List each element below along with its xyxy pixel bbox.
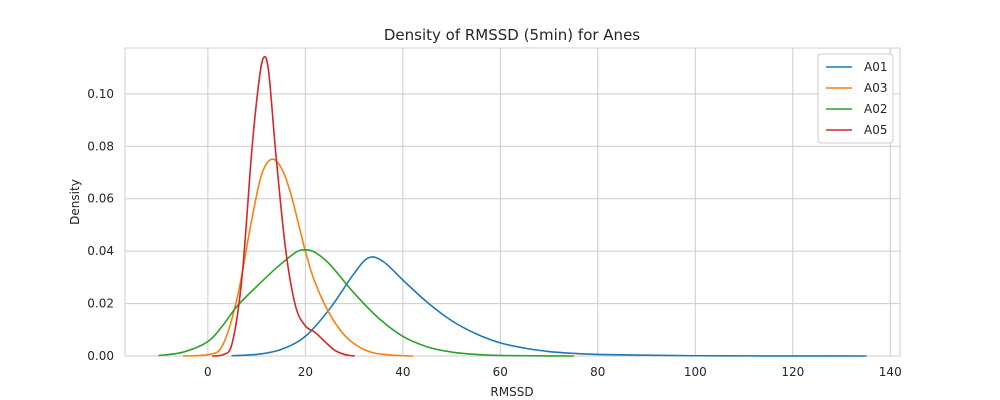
x-tick-label: 0 xyxy=(204,365,212,379)
chart-title: Density of RMSSD (5min) for Anes xyxy=(384,26,640,44)
series-layer xyxy=(158,55,867,357)
y-tick-label: 0.00 xyxy=(87,349,114,363)
x-tick-label: 140 xyxy=(879,365,902,379)
y-axis-ticks: 0.00 0.02 0.04 0.06 0.08 0.10 xyxy=(87,87,114,363)
legend: A01 A03 A02 A05 xyxy=(817,53,894,144)
series-line-a01 xyxy=(231,256,867,357)
legend-box xyxy=(817,53,894,144)
x-tick-label: 120 xyxy=(781,365,804,379)
x-axis-ticks: 0 20 40 60 80 100 120 140 xyxy=(204,365,902,379)
y-tick-label: 0.02 xyxy=(87,297,114,311)
legend-label-a03: A03 xyxy=(864,81,887,95)
y-tick-label: 0.08 xyxy=(87,139,114,153)
legend-label-a02: A02 xyxy=(864,102,887,116)
x-axis-label: RMSSD xyxy=(490,385,533,399)
series-line-a02 xyxy=(158,249,575,357)
grid-lines xyxy=(125,48,900,357)
legend-label-a01: A01 xyxy=(864,60,887,74)
x-tick-label: 40 xyxy=(395,365,410,379)
y-axis-label: Density xyxy=(68,179,82,225)
series-line-a03 xyxy=(182,158,414,357)
x-tick-label: 80 xyxy=(590,365,605,379)
x-tick-label: 60 xyxy=(493,365,508,379)
y-tick-label: 0.04 xyxy=(87,244,114,258)
x-tick-label: 20 xyxy=(298,365,313,379)
legend-label-a05: A05 xyxy=(864,123,887,137)
series-line-a05 xyxy=(211,55,355,357)
y-tick-label: 0.10 xyxy=(87,87,114,101)
x-tick-label: 100 xyxy=(684,365,707,379)
y-tick-label: 0.06 xyxy=(87,192,114,206)
